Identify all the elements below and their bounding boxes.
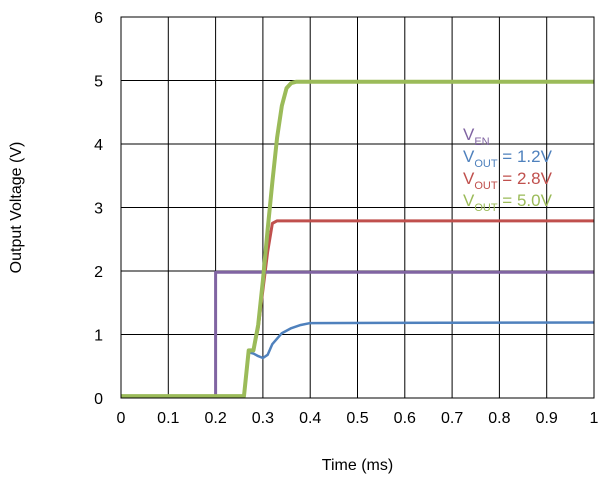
- x-tick-labels: 0 0.1 0.2 0.3 0.4 0.5 0.6 0.7 0.8 0.9 1: [117, 410, 598, 427]
- y-tick-label: 4: [94, 137, 103, 154]
- legend-entry: VOUT = 2.8V: [463, 169, 553, 192]
- y-tick-label: 2: [94, 264, 103, 281]
- legend-entry: VOUT = 5.0V: [463, 191, 553, 214]
- x-tick-label: 0.5: [346, 410, 368, 427]
- y-tick-label: 5: [94, 74, 103, 91]
- x-tick-label: 0.2: [204, 410, 226, 427]
- y-tick-labels: 0 1 2 3 4 5 6: [94, 10, 103, 408]
- x-tick-label: 0.1: [157, 410, 179, 427]
- x-tick-label: 0.4: [299, 410, 321, 427]
- x-tick-label: 1: [590, 410, 598, 427]
- y-tick-label: 3: [94, 201, 103, 218]
- plot-frame: [120, 16, 595, 399]
- series-line-4: [121, 79, 594, 399]
- y-tick-label: 1: [94, 328, 103, 345]
- series-layer: [121, 79, 595, 399]
- legend-entry: VEN: [463, 125, 490, 148]
- x-tick-label: 0: [117, 410, 126, 427]
- legend-entry: VOUT = 1.2V: [463, 147, 553, 170]
- y-axis-label: Output Voltage (V): [8, 142, 25, 274]
- x-tick-label: 0.6: [394, 410, 416, 427]
- x-tick-label: 0.3: [252, 410, 274, 427]
- x-tick-label: 0.8: [488, 410, 510, 427]
- x-tick-label: 0.9: [536, 410, 558, 427]
- x-tick-label: 0.7: [441, 410, 463, 427]
- y-tick-label: 6: [94, 10, 103, 27]
- y-tick-label: 0: [94, 391, 103, 408]
- x-axis-label: Time (ms): [322, 457, 393, 474]
